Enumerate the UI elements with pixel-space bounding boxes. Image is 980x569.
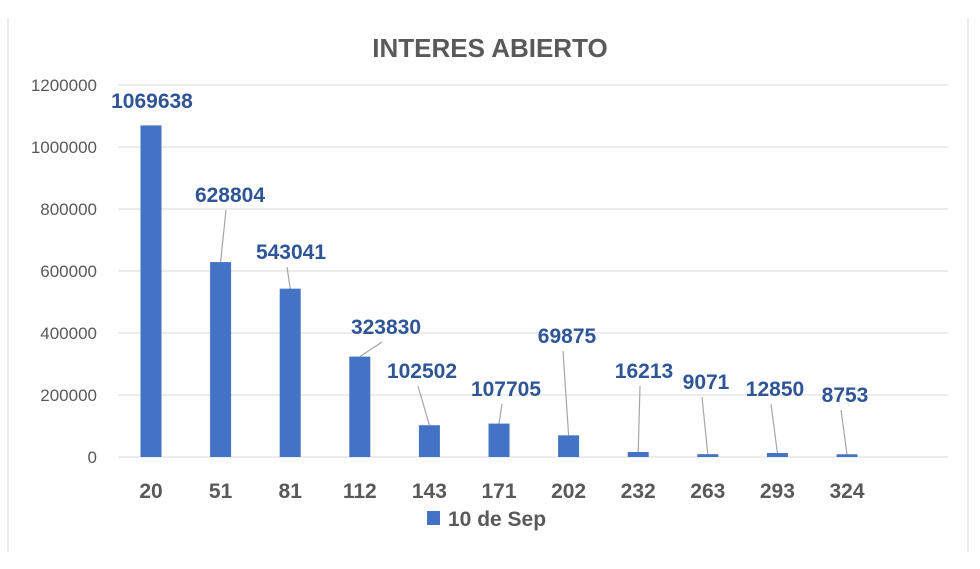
bar-293 (766, 453, 788, 457)
bar-112 (349, 356, 371, 457)
data-label-112: 323830 (351, 316, 421, 339)
bar-20 (140, 125, 162, 457)
bar-51 (210, 262, 232, 457)
y-tick-label: 600000 (40, 262, 97, 281)
gridlines (118, 84, 948, 458)
y-tick-label: 200000 (40, 386, 97, 405)
data-label-202: 69875 (538, 325, 597, 348)
bar-81 (279, 288, 301, 457)
x-tick-label: 232 (621, 480, 656, 503)
y-tick-label: 0 (88, 448, 97, 467)
bars (140, 125, 858, 457)
x-tick-label: 263 (690, 480, 725, 503)
x-tick-label: 51 (209, 480, 233, 503)
chart-title: INTERES ABIERTO (372, 33, 607, 63)
x-tick-label: 202 (551, 480, 586, 503)
y-tick-label: 800000 (40, 200, 97, 219)
data-label-263: 9071 (683, 371, 730, 394)
bar-232 (627, 451, 649, 457)
data-label-324: 8753 (822, 384, 869, 407)
y-tick-label: 1200000 (31, 76, 97, 95)
x-tick-label: 112 (343, 480, 377, 503)
leader-line (701, 396, 709, 455)
data-label-171: 107705 (471, 378, 541, 401)
y-axis: 0 200000 400000 600000 800000 1000000 1200000 (31, 76, 97, 467)
leader-line (498, 403, 503, 424)
x-tick-label: 324 (829, 480, 864, 503)
y-tick-label: 1000000 (31, 138, 97, 157)
bar-143 (418, 425, 440, 457)
leader-line (220, 209, 227, 263)
data-label-143: 102502 (387, 360, 457, 383)
leader-line (286, 266, 291, 289)
bar-324 (836, 454, 858, 457)
data-label-293: 12850 (746, 378, 804, 401)
leader-line (417, 385, 430, 426)
data-label-51: 628804 (195, 184, 265, 207)
data-label-20: 1069638 (111, 90, 193, 113)
x-tick-label: 20 (139, 480, 162, 503)
legend: 10 de Sep (427, 508, 546, 531)
leader-line (840, 409, 848, 455)
leader-line (562, 350, 570, 436)
x-axis: 20 51 81 112 143 171 202 232 263 293 324 (139, 480, 865, 503)
leader-line (770, 403, 778, 454)
legend-label: 10 de Sep (448, 508, 546, 531)
leader-line (359, 341, 383, 358)
data-label-81: 543041 (256, 241, 326, 264)
bar-202 (558, 435, 580, 457)
bar-171 (488, 423, 510, 457)
x-tick-label: 143 (412, 480, 447, 503)
leader-line (637, 385, 641, 452)
x-tick-label: 293 (760, 480, 795, 503)
bar-263 (697, 454, 719, 457)
data-labels: 1069638 628804 543041 323830 102502 107705 698… (111, 90, 868, 407)
legend-swatch (427, 511, 440, 525)
data-label-232: 16213 (615, 360, 673, 383)
leader-lines (220, 209, 848, 455)
y-tick-label: 400000 (40, 324, 97, 343)
x-tick-label: 171 (481, 480, 516, 503)
x-tick-label: 81 (279, 480, 303, 503)
